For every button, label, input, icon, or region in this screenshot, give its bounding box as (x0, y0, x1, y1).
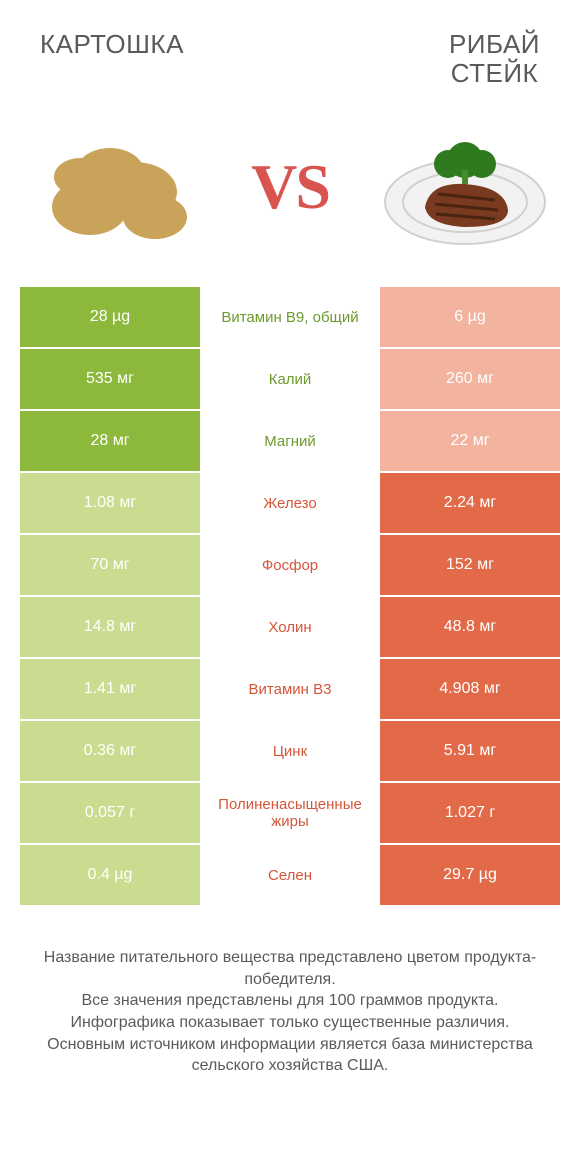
titles-row: КАРТОШКА РИБАЙСТЕЙК (0, 0, 580, 97)
nutrient-name: Железо (200, 473, 380, 535)
left-value: 535 мг (20, 349, 200, 411)
table-row: 0.4 µgСелен29.7 µg (20, 845, 560, 907)
left-value: 1.08 мг (20, 473, 200, 535)
vs-label: VS (251, 150, 329, 224)
nutrient-name: Витамин B3 (200, 659, 380, 721)
right-value: 29.7 µg (380, 845, 560, 907)
nutrient-name: Фосфор (200, 535, 380, 597)
right-value: 260 мг (380, 349, 560, 411)
nutrient-name: Магний (200, 411, 380, 473)
right-value: 5.91 мг (380, 721, 560, 783)
comparison-table: 28 µgВитамин B9, общий6 µg535 мгКалий260… (20, 287, 560, 907)
steak-plate-icon (370, 122, 550, 252)
nutrient-name: Холин (200, 597, 380, 659)
table-row: 0.36 мгЦинк5.91 мг (20, 721, 560, 783)
left-value: 0.4 µg (20, 845, 200, 907)
table-row: 14.8 мгХолин48.8 мг (20, 597, 560, 659)
left-value: 28 µg (20, 287, 200, 349)
nutrient-name: Калий (200, 349, 380, 411)
nutrient-name: Цинк (200, 721, 380, 783)
potato-icon (35, 122, 205, 252)
right-value: 4.908 мг (380, 659, 560, 721)
right-value: 48.8 мг (380, 597, 560, 659)
left-value: 14.8 мг (20, 597, 200, 659)
title-left: КАРТОШКА (40, 30, 184, 87)
table-row: 70 мгФосфор152 мг (20, 535, 560, 597)
nutrient-name: Селен (200, 845, 380, 907)
table-row: 1.41 мгВитамин B34.908 мг (20, 659, 560, 721)
title-right: РИБАЙСТЕЙК (449, 30, 540, 87)
nutrient-name: Витамин B9, общий (200, 287, 380, 349)
right-value: 1.027 г (380, 783, 560, 845)
table-row: 28 мгМагний22 мг (20, 411, 560, 473)
right-product-image (370, 117, 550, 257)
left-product-image (30, 117, 210, 257)
nutrient-name: Полиненасыщенные жиры (200, 783, 380, 845)
right-value: 2.24 мг (380, 473, 560, 535)
footnote: Название питательного вещества представл… (0, 947, 580, 1077)
left-value: 1.41 мг (20, 659, 200, 721)
right-value: 22 мг (380, 411, 560, 473)
table-row: 1.08 мгЖелезо2.24 мг (20, 473, 560, 535)
table-row: 0.057 гПолиненасыщенные жиры1.027 г (20, 783, 560, 845)
table-row: 535 мгКалий260 мг (20, 349, 560, 411)
left-value: 0.36 мг (20, 721, 200, 783)
images-row: VS (0, 97, 580, 287)
left-value: 70 мг (20, 535, 200, 597)
right-value: 152 мг (380, 535, 560, 597)
table-row: 28 µgВитамин B9, общий6 µg (20, 287, 560, 349)
left-value: 0.057 г (20, 783, 200, 845)
right-value: 6 µg (380, 287, 560, 349)
infographic-container: КАРТОШКА РИБАЙСТЕЙК VS (0, 0, 580, 1174)
left-value: 28 мг (20, 411, 200, 473)
